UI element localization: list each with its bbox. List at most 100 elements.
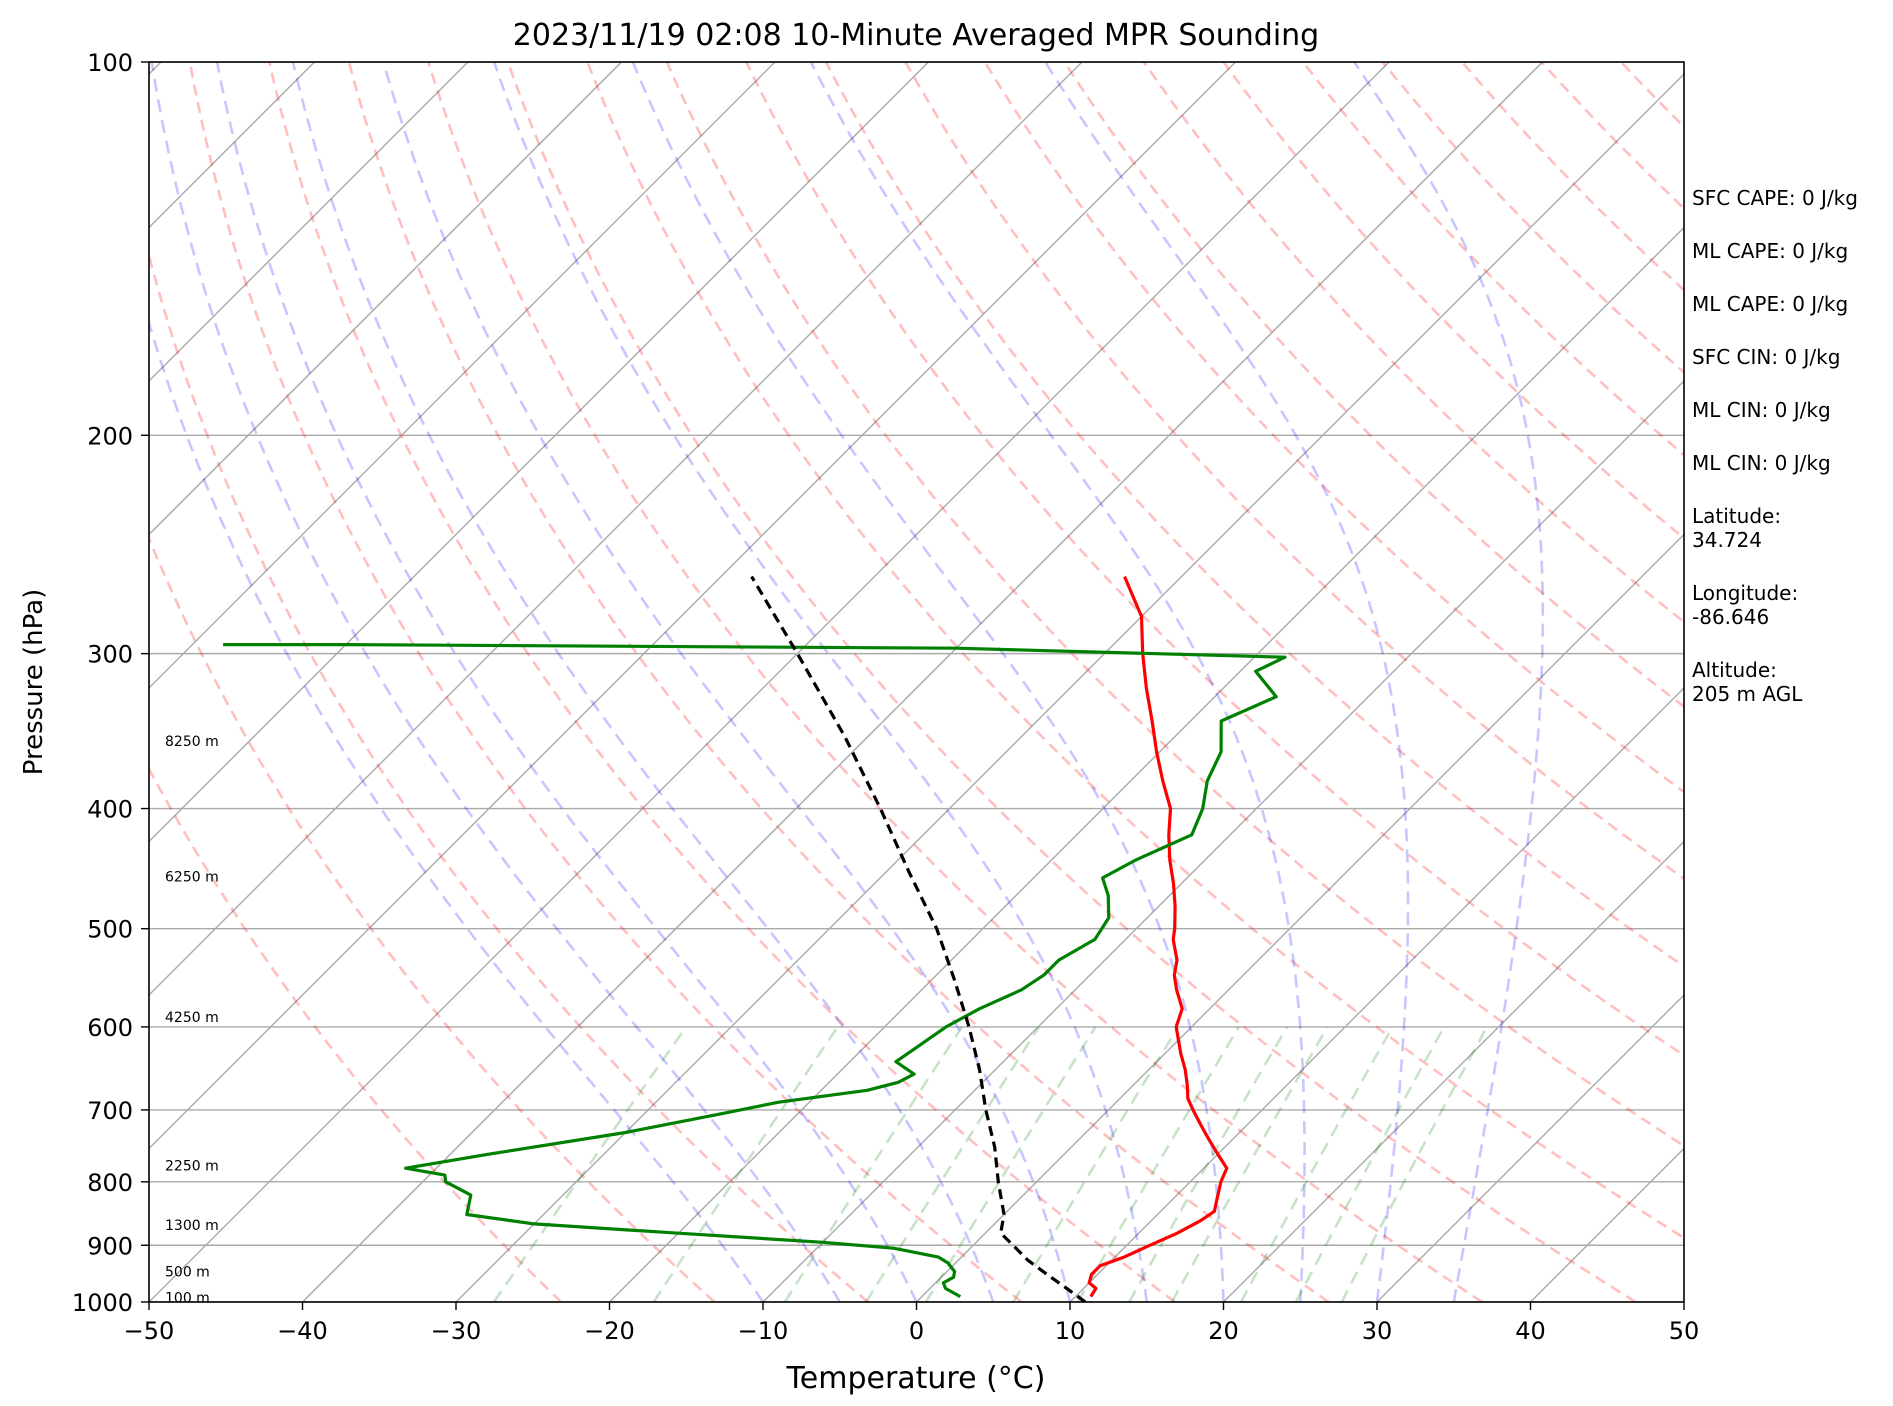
- mixing-ratio-lines: [492, 1026, 1489, 1302]
- sounding-parameter: Latitude: 34.724: [1692, 504, 1782, 552]
- moist-adiabats: [149, 62, 1545, 1302]
- y-tick-label: 900: [87, 1232, 133, 1260]
- isotherm-0: [916, 533, 1684, 1302]
- x-tick-label: 10: [1055, 1317, 1086, 1345]
- mixing-ratio-line: [492, 1026, 688, 1302]
- dry-adiabat: [983, 62, 1684, 794]
- sounding-parameter: ML CIN: 0 J/kg: [1692, 451, 1831, 475]
- mixing-ratio-line: [1170, 1026, 1329, 1302]
- mixing-ratio-line: [783, 1026, 964, 1302]
- sounding-parameter: SFC CIN: 0 J/kg: [1692, 345, 1841, 369]
- height-label: 8250 m: [165, 734, 219, 750]
- dry-adiabats: [149, 62, 1684, 1302]
- sounding-parameter: ML CAPE: 0 J/kg: [1692, 239, 1849, 263]
- mixing-ratio-line: [1128, 1026, 1289, 1302]
- moist-adiabat: [291, 62, 995, 1302]
- isotherm--10: [762, 380, 1684, 1302]
- x-tick-label: 40: [1515, 1317, 1546, 1345]
- dry-adiabat: [347, 62, 1330, 1302]
- isotherm--90: [149, 62, 776, 689]
- isotherm--60: [149, 62, 1236, 1150]
- isotherm-grid: [149, 62, 1684, 1302]
- x-tick-label: 50: [1669, 1317, 1700, 1345]
- dry-adiabat: [586, 62, 1684, 1240]
- moist-adiabat: [631, 62, 1225, 1302]
- mixing-ratio-line: [864, 1026, 1040, 1302]
- dry-adiabat: [904, 62, 1684, 881]
- x-tick-label: −40: [277, 1317, 328, 1345]
- isobar-grid: [149, 62, 1684, 1302]
- y-tick-label: 800: [87, 1169, 133, 1197]
- x-axis-label: Temperature (°C): [786, 1361, 1046, 1396]
- moist-adiabat: [215, 62, 918, 1302]
- mixing-ratio-line: [1076, 1026, 1240, 1302]
- moist-adiabat: [492, 62, 1149, 1302]
- sounding-parameter: Altitude: 205 m AGL: [1692, 658, 1803, 706]
- x-tick-label: 30: [1362, 1317, 1393, 1345]
- sounding-traces: [223, 575, 1287, 1302]
- dewpoint-trace: [223, 643, 1287, 1298]
- moist-adiabat: [150, 62, 841, 1302]
- dry-adiabat: [824, 62, 1684, 968]
- moist-adiabat: [382, 62, 1072, 1302]
- x-tick-label: −50: [124, 1317, 175, 1345]
- isotherm-20: [1223, 840, 1684, 1302]
- mixing-ratio-line: [652, 1026, 839, 1302]
- isotherm--100: [149, 62, 622, 536]
- isotherm--30: [455, 73, 1684, 1302]
- height-label: 1300 m: [165, 1218, 219, 1234]
- height-label: 4250 m: [165, 1010, 219, 1026]
- moist-adiabat: [149, 318, 765, 1302]
- y-tick-label: 300: [87, 641, 133, 669]
- isotherm-30: [1376, 994, 1684, 1302]
- temperature-trace: [1087, 575, 1229, 1298]
- isotherm--110: [149, 62, 469, 382]
- dry-adiabat: [268, 62, 1176, 1302]
- sounding-parameter: Longitude: -86.646: [1692, 581, 1799, 629]
- y-tick-label: 100: [87, 49, 133, 77]
- dry-adiabat: [745, 62, 1684, 1058]
- y-axis-label: Pressure (hPa): [19, 589, 49, 776]
- mixing-ratio-line: [1294, 1026, 1446, 1302]
- y-axis-ticks: 1000 900 800 700 600 500 400 300 200 100: [72, 49, 149, 1317]
- x-tick-label: −10: [738, 1317, 789, 1345]
- x-tick-label: 0: [909, 1317, 924, 1345]
- isotherm--70: [149, 62, 1083, 996]
- dry-adiabat: [1063, 62, 1684, 709]
- isotherm--80: [149, 62, 929, 843]
- chart-title: 2023/11/19 02:08 10-Minute Averaged MPR …: [513, 18, 1319, 53]
- dry-adiabat: [188, 62, 1023, 1302]
- isotherm--20: [609, 226, 1684, 1302]
- y-tick-label: 200: [87, 422, 133, 450]
- height-label: 500 m: [165, 1265, 210, 1281]
- sounding-parameter: ML CIN: 0 J/kg: [1692, 398, 1831, 422]
- x-tick-label: −30: [431, 1317, 482, 1345]
- moist-adiabat: [809, 62, 1306, 1302]
- sounding-parameter: SFC CAPE: 0 J/kg: [1692, 186, 1858, 210]
- x-tick-label: −20: [584, 1317, 635, 1345]
- isotherm--40: [302, 62, 1543, 1302]
- sounding-parameter: ML CAPE: 0 J/kg: [1692, 292, 1849, 316]
- mixing-ratio-line: [1012, 1026, 1180, 1302]
- height-label: 2250 m: [165, 1158, 219, 1174]
- y-tick-label: 700: [87, 1097, 133, 1125]
- dry-adiabat: [665, 62, 1684, 1148]
- height-label: 6250 m: [165, 870, 219, 886]
- isotherm-10: [1069, 687, 1684, 1302]
- isotherm--50: [149, 62, 1390, 1302]
- parcel-trace: [750, 575, 1087, 1302]
- height-labels: 8250 m 6250 m 4250 m 2250 m 1300 m 500 m 100 m: [165, 734, 219, 1306]
- dry-adiabat: [149, 535, 716, 1302]
- y-tick-label: 600: [87, 1014, 133, 1042]
- y-tick-label: 500: [87, 916, 133, 944]
- mixing-ratio-line: [924, 1026, 1097, 1302]
- y-tick-label: 1000: [72, 1289, 133, 1317]
- x-tick-label: 20: [1208, 1317, 1239, 1345]
- sounding-parameters: SFC CAPE: 0 J/kg ML CAPE: 0 J/kg ML CAPE: …: [1692, 186, 1858, 735]
- x-axis-ticks: −50 −40 −30 −20 −10 0 10 20 30 40 50: [124, 1302, 1700, 1345]
- dry-adiabat: [506, 62, 1637, 1302]
- y-tick-label: 400: [87, 796, 133, 824]
- mixing-ratio-line: [1340, 1026, 1489, 1302]
- height-label: 100 m: [165, 1291, 210, 1307]
